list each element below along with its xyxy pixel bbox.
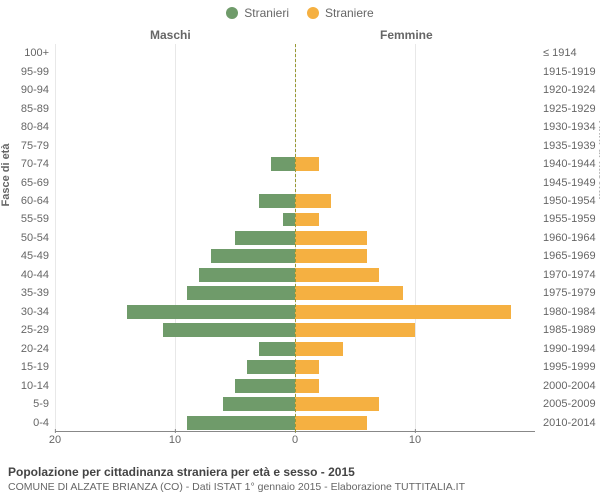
y-right-tick-label: 2005-2009 xyxy=(540,395,598,413)
x-tick-label: 10 xyxy=(169,434,181,446)
bar-female xyxy=(295,231,367,245)
y-left-tick-label: 60-64 xyxy=(0,192,52,210)
chart-subtitle: COMUNE DI ALZATE BRIANZA (CO) - Dati IST… xyxy=(8,480,465,494)
bar-female xyxy=(295,286,403,300)
bar-female xyxy=(295,342,343,356)
legend-label-male: Stranieri xyxy=(244,6,289,20)
y-right-tick-label: 1975-1979 xyxy=(540,284,598,302)
y-left-tick-label: 5-9 xyxy=(0,395,52,413)
y-left-labels: 100+95-9990-9485-8980-8475-7970-7465-696… xyxy=(0,44,52,432)
bar-male xyxy=(259,194,295,208)
legend-item-male: Stranieri xyxy=(226,6,289,20)
y-left-tick-label: 40-44 xyxy=(0,266,52,284)
chart-footer: Popolazione per cittadinanza straniera p… xyxy=(8,464,465,494)
header-female: Femmine xyxy=(380,28,433,42)
tickmark xyxy=(415,429,416,433)
bar-female xyxy=(295,157,319,171)
y-right-tick-label: 1955-1959 xyxy=(540,210,598,228)
y-right-tick-label: 1915-1919 xyxy=(540,62,598,80)
y-right-tick-label: 1965-1969 xyxy=(540,247,598,265)
y-left-tick-label: 20-24 xyxy=(0,340,52,358)
y-right-tick-label: 1945-1949 xyxy=(540,173,598,191)
bar-male xyxy=(271,157,295,171)
y-left-tick-label: 90-94 xyxy=(0,81,52,99)
y-left-tick-label: 70-74 xyxy=(0,155,52,173)
tickmark xyxy=(175,429,176,433)
y-left-tick-label: 45-49 xyxy=(0,247,52,265)
bar-male xyxy=(187,416,295,430)
bar-female xyxy=(295,360,319,374)
y-right-tick-label: ≤ 1914 xyxy=(540,44,598,62)
bar-female xyxy=(295,213,319,227)
bar-male xyxy=(235,231,295,245)
y-left-tick-label: 65-69 xyxy=(0,173,52,191)
bar-male xyxy=(235,379,295,393)
y-left-tick-label: 85-89 xyxy=(0,99,52,117)
y-left-tick-label: 50-54 xyxy=(0,229,52,247)
bar-male xyxy=(283,213,295,227)
y-left-tick-label: 15-19 xyxy=(0,358,52,376)
center-line xyxy=(295,44,296,432)
y-left-tick-label: 80-84 xyxy=(0,118,52,136)
bar-female xyxy=(295,305,511,319)
y-right-tick-label: 2010-2014 xyxy=(540,413,598,431)
y-right-tick-label: 1935-1939 xyxy=(540,136,598,154)
bar-female xyxy=(295,249,367,263)
y-left-tick-label: 30-34 xyxy=(0,303,52,321)
bar-female xyxy=(295,323,415,337)
y-left-tick-label: 25-29 xyxy=(0,321,52,339)
bar-male xyxy=(211,249,295,263)
bar-male xyxy=(127,305,295,319)
bar-female xyxy=(295,379,319,393)
tickmark xyxy=(55,429,56,433)
y-left-tick-label: 55-59 xyxy=(0,210,52,228)
y-right-tick-label: 1985-1989 xyxy=(540,321,598,339)
y-left-tick-label: 75-79 xyxy=(0,136,52,154)
x-tick-label: 10 xyxy=(409,434,421,446)
x-tick-label: 20 xyxy=(49,434,61,446)
legend-dot-male-icon xyxy=(226,7,238,19)
bar-female xyxy=(295,194,331,208)
population-pyramid-chart: Stranieri Straniere Maschi Femmine Fasce… xyxy=(0,0,600,500)
bar-male xyxy=(247,360,295,374)
legend-item-female: Straniere xyxy=(307,6,374,20)
y-left-tick-label: 10-14 xyxy=(0,376,52,394)
y-left-tick-label: 95-99 xyxy=(0,62,52,80)
chart-title: Popolazione per cittadinanza straniera p… xyxy=(8,464,465,480)
y-right-tick-label: 1995-1999 xyxy=(540,358,598,376)
header-male: Maschi xyxy=(150,28,191,42)
y-left-tick-label: 35-39 xyxy=(0,284,52,302)
y-left-tick-label: 0-4 xyxy=(0,413,52,431)
bar-female xyxy=(295,416,367,430)
y-right-tick-label: 1940-1944 xyxy=(540,155,598,173)
y-right-tick-label: 2000-2004 xyxy=(540,376,598,394)
plot-area xyxy=(55,44,535,432)
legend: Stranieri Straniere xyxy=(0,0,600,20)
x-axis-ticks: 2010010 xyxy=(55,434,535,448)
legend-label-female: Straniere xyxy=(325,6,374,20)
bar-female xyxy=(295,268,379,282)
bar-male xyxy=(223,397,295,411)
y-right-tick-label: 1970-1974 xyxy=(540,266,598,284)
y-right-tick-label: 1925-1929 xyxy=(540,99,598,117)
x-tick-label: 0 xyxy=(292,434,298,446)
y-right-tick-label: 1980-1984 xyxy=(540,303,598,321)
y-right-labels: ≤ 19141915-19191920-19241925-19291930-19… xyxy=(540,44,598,432)
y-right-tick-label: 1950-1954 xyxy=(540,192,598,210)
y-right-tick-label: 1960-1964 xyxy=(540,229,598,247)
bar-male xyxy=(259,342,295,356)
legend-dot-female-icon xyxy=(307,7,319,19)
y-right-tick-label: 1930-1934 xyxy=(540,118,598,136)
bar-male xyxy=(163,323,295,337)
y-right-tick-label: 1990-1994 xyxy=(540,340,598,358)
bar-male xyxy=(187,286,295,300)
y-right-tick-label: 1920-1924 xyxy=(540,81,598,99)
bar-female xyxy=(295,397,379,411)
y-left-tick-label: 100+ xyxy=(0,44,52,62)
bar-male xyxy=(199,268,295,282)
